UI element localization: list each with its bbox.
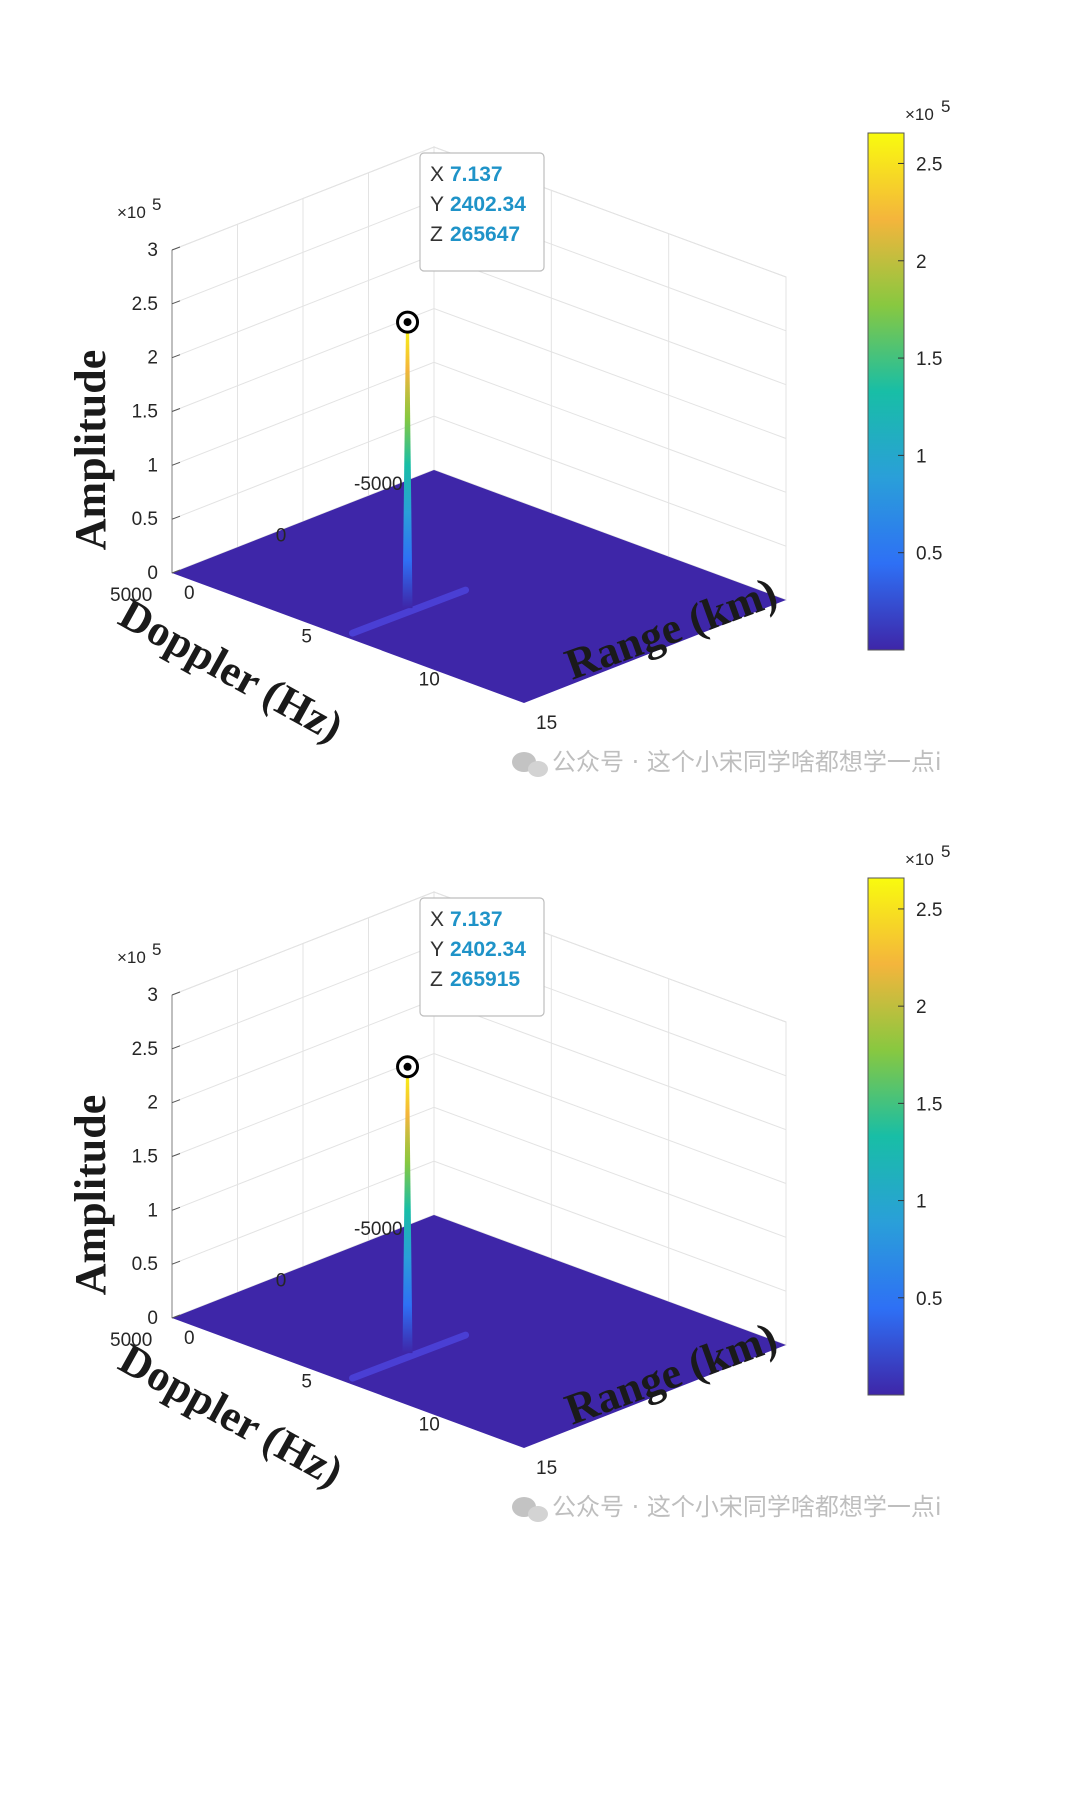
z-tick-mark [171,991,181,996]
y-tick-label: 5000 [110,585,152,606]
chart-panel-bottom: 0 0.5 1 1.5 2 2.5 3 ×10 5 5000 0 -5000 0 5 10 15 Amplitu… [0,815,1080,1555]
y-tick-label: -5000 [354,1219,403,1240]
colorbar-tick-label: 2.5 [916,154,942,175]
y-tick-label: 0 [276,1271,287,1292]
z-tick-mark [171,461,181,466]
wechat-icon-bubble [528,1506,548,1522]
z-tick-mark [171,354,181,359]
z-tick-mark [171,1153,181,1157]
colorbar-tick-label: 1 [916,446,927,467]
z-tick-label: 0.5 [132,509,158,530]
z-tick-mark [171,408,181,412]
z-tick-mark [171,515,181,520]
y-tick-label: 0 [276,526,287,547]
datatip-key: X [430,908,444,931]
z-tick-mark [171,1314,181,1319]
datatip-value: 2402.34 [450,938,526,961]
colorbar-tick-label: 1.5 [916,1094,942,1115]
z-tick-label: 1.5 [132,402,158,423]
colorbar-tick-label: 2 [916,997,927,1018]
datatip-value: 7.137 [450,908,503,931]
z-exponent-power: 5 [152,195,161,214]
surface-chart: 00.511.522.53×10 550000-5000051015Amplitu… [66,97,950,777]
colorbar-tick-label: 0.5 [916,544,942,565]
datatip-key: Y [430,938,444,961]
colorbar-exponent-power: 5 [941,842,950,861]
colorbar-tick-label: 2 [916,252,927,273]
x-tick-label: 15 [536,713,557,734]
z-axis-label: Amplitude [66,1095,115,1295]
datatip-value: 2402.34 [450,193,526,216]
colorbar-exponent-power: 5 [941,97,950,116]
z-tick-mark [171,1206,181,1211]
chart-panel-top: 0 0.5 1 1.5 2 2.5 3 ×10 5 5000 0 -5000 0 5 10 15 Amplitu… [0,70,1080,810]
z-tick-mark [171,300,181,305]
datatip-value: 7.137 [450,163,503,186]
peak-marker-dot [403,318,412,327]
colorbar-exponent-label: ×10 [905,850,934,869]
surface-floor [172,470,786,703]
z-tick-mark [171,1099,181,1104]
z-tick-mark [171,1045,181,1050]
x-tick-label: 10 [419,1415,440,1436]
z-tick-label: 2.5 [132,294,158,315]
z-tick-label: 3 [147,985,158,1006]
watermark: 公众号 · 这个小宋同学啥都想学一点i [512,1493,942,1522]
colorbar-tick-label: 0.5 [916,1289,942,1310]
colorbar-tick-label: 2.5 [916,900,942,921]
colorbar-tick-label: 1.5 [916,349,942,370]
watermark-text: 公众号 · 这个小宋同学啥都想学一点i [552,748,942,776]
peak-spike [402,322,413,609]
y-tick-label: -5000 [354,474,403,495]
z-exponent-power: 5 [152,940,161,959]
datatip-key: X [430,163,444,186]
z-exponent-label: ×10 [117,203,146,222]
z-tick-label: 0.5 [132,1254,158,1275]
surface-ridge [349,586,470,637]
z-tick-label: 2 [147,348,158,369]
x-tick-label: 0 [184,583,195,604]
datatip-value: 265915 [450,968,520,991]
peak-marker-dot [403,1062,412,1071]
z-exponent-label: ×10 [117,948,146,967]
datatip-key: Z [430,223,443,246]
datatip-box [419,897,545,1017]
surface-floor [172,1215,786,1448]
z-tick-label: 1.5 [132,1147,158,1168]
x-tick-label: 10 [419,670,440,691]
colorbar-exponent-label: ×10 [905,105,934,124]
colorbar [867,877,905,1396]
surface-ridge [349,1331,470,1382]
z-tick-label: 1 [147,1200,158,1221]
wechat-icon-bubble [528,761,548,777]
z-tick-label: 2 [147,1093,158,1114]
datatip-value: 265647 [450,223,520,246]
z-tick-label: 0 [147,1308,158,1329]
z-tick-label: 2.5 [132,1039,158,1060]
datatip-box [419,152,545,272]
datatip-key: Y [430,193,444,216]
colorbar-tick-label: 1 [916,1192,927,1213]
surface-chart: 00.511.522.53×10 550000-5000051015Amplitu… [66,842,950,1522]
peak-spike [402,1066,413,1354]
z-tick-label: 0 [147,563,158,584]
z-tick-label: 1 [147,455,158,476]
x-tick-label: 5 [301,1371,312,1392]
x-tick-label: 5 [301,626,312,647]
colorbar [867,132,905,651]
z-tick-mark [171,1260,181,1265]
z-tick-label: 3 [147,240,158,261]
x-tick-label: 15 [536,1458,557,1479]
datatip-key: Z [430,968,443,991]
y-tick-label: 5000 [110,1330,152,1351]
z-tick-mark [171,569,181,574]
watermark: 公众号 · 这个小宋同学啥都想学一点i [512,748,942,777]
z-tick-mark [171,246,181,251]
z-axis-label: Amplitude [66,350,115,550]
x-tick-label: 0 [184,1328,195,1349]
watermark-text: 公众号 · 这个小宋同学啥都想学一点i [552,1493,942,1521]
